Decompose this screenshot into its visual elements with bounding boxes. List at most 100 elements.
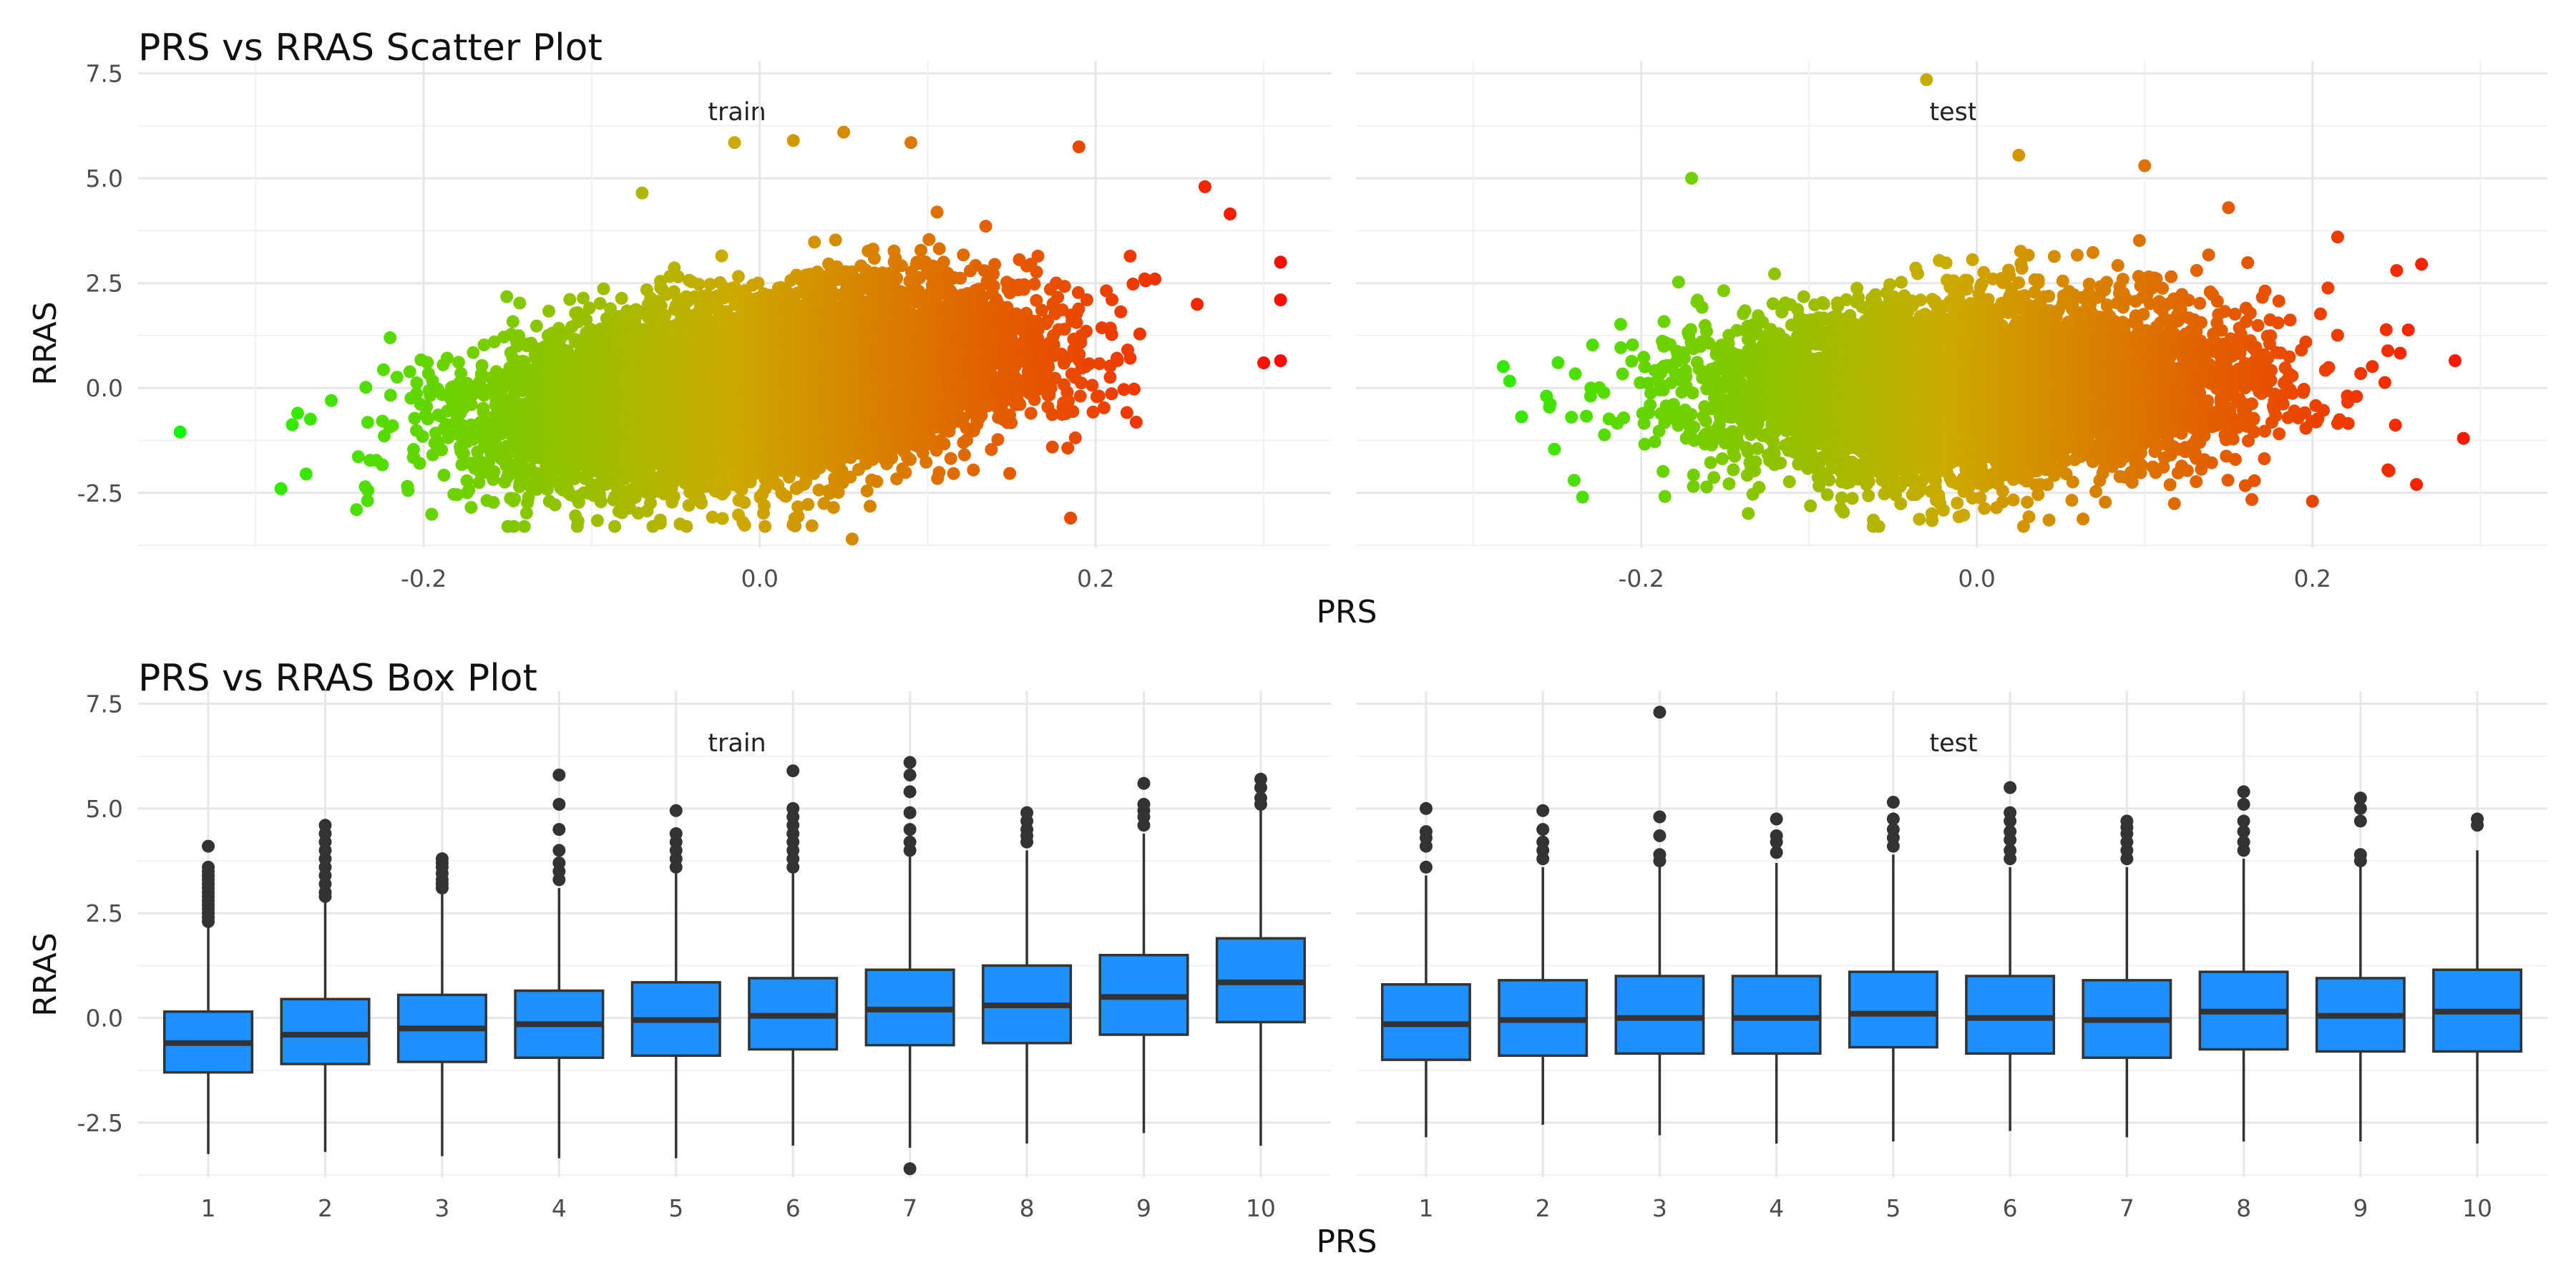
scatter-train-point	[303, 412, 317, 426]
scatter-train-point	[517, 519, 531, 533]
scatter-train-point	[597, 282, 610, 296]
scatter-train-point	[506, 315, 519, 328]
scatter-train-point	[477, 405, 490, 419]
scatter-train-point	[594, 495, 608, 509]
scatter-train-point	[577, 291, 590, 305]
scatter-plot-title: PRS vs RRAS Scatter Plot	[138, 26, 602, 69]
scatter-train-point	[542, 304, 555, 318]
scatter-train-point	[173, 425, 187, 439]
scatter-train-point	[517, 471, 530, 484]
scatter-train-point	[487, 335, 501, 348]
scatter-train-point	[731, 270, 745, 283]
scatter-y-axis-label: RRAS	[27, 301, 64, 385]
scatter-train-point	[420, 400, 434, 414]
scatter-train-point	[513, 296, 527, 310]
box-facet-label-train: train	[708, 729, 766, 758]
scatter-train-point	[487, 496, 500, 509]
scatter-train-point	[390, 371, 404, 384]
scatter-train-point	[421, 356, 434, 369]
scatter-train-point	[671, 270, 685, 283]
scatter-train-point	[530, 319, 543, 333]
scatter-train-point	[604, 302, 618, 316]
scatter-train-x-tick-label: 0.2	[1077, 565, 1114, 592]
scatter-train-point	[715, 249, 728, 263]
scatter-train-x-tick-label: 0.0	[741, 565, 778, 592]
scatter-train-point	[462, 484, 476, 497]
scatter-train-point	[477, 338, 491, 351]
scatter-train-point	[410, 387, 423, 401]
scatter-train-point	[615, 291, 628, 305]
scatter-train-point	[384, 389, 397, 402]
scatter-train-point	[403, 365, 416, 379]
scatter-train-point	[738, 519, 751, 532]
scatter-train-point	[410, 376, 424, 389]
scatter-train-point	[728, 136, 741, 150]
scatter-y-tick-label: 7.5	[86, 60, 123, 88]
scatter-panel-train: -2.5 0.0 2.5 5.0 7.5 -0.2 0.0 0.2	[77, 60, 1331, 592]
scatter-train-point	[274, 482, 288, 495]
scatter-train-point	[487, 465, 501, 479]
scatter-train-point	[500, 290, 514, 303]
scatter-train-point	[361, 484, 375, 497]
scatter-x-axis-label: PRS	[1316, 594, 1377, 630]
box-facet-label-test: test	[1929, 729, 1977, 758]
box-y-axis-label: RRAS	[27, 932, 64, 1016]
scatter-train-x-tick-label: -0.2	[401, 565, 447, 592]
scatter-train-point	[522, 490, 535, 504]
scatter-train-point	[435, 443, 449, 457]
scatter-train-point	[571, 514, 585, 528]
scatter-train-point	[758, 519, 772, 533]
scatter-train-point	[416, 429, 429, 443]
scatter-train-point	[359, 381, 373, 394]
scatter-train-point	[580, 313, 593, 326]
scatter-train-point	[644, 497, 657, 510]
scatter-train-point	[738, 496, 751, 509]
scatter-train-point	[361, 416, 374, 429]
scatter-train-point	[563, 293, 577, 306]
scatter-train-point	[299, 467, 313, 481]
scatter-train-point	[519, 507, 533, 519]
scatter-train-point	[695, 497, 708, 510]
scatter-train-point	[421, 412, 434, 426]
scatter-train-point	[608, 519, 622, 533]
box-x-axis-label: PRS	[1316, 1224, 1377, 1260]
scatter-train-point	[467, 346, 480, 359]
scatter-train-point	[437, 469, 451, 482]
scatter-train-point	[291, 406, 304, 420]
scatter-train-point	[475, 358, 489, 372]
scatter-train-point	[286, 418, 299, 431]
scatter-train-point	[454, 366, 468, 380]
scatter-train-point	[464, 398, 478, 411]
scatter-y-tick-label: 2.5	[86, 270, 123, 298]
scatter-facet-label-test: test	[1929, 98, 1977, 127]
scatter-train-point	[452, 356, 465, 369]
scatter-train-point	[512, 329, 525, 343]
scatter-train-point	[425, 507, 439, 521]
scatter-train-point	[361, 494, 374, 507]
scatter-train-point	[692, 278, 706, 291]
scatter-y-tick-label: -2.5	[77, 479, 123, 507]
scatter-train-point	[635, 186, 649, 200]
scatter-train-point	[413, 457, 426, 470]
scatter-train-point	[457, 447, 470, 460]
scatter-train-point	[384, 331, 397, 344]
scatter-train-point	[653, 517, 667, 530]
scatter-train-point	[351, 450, 365, 464]
scatter-y-tick-label: 5.0	[86, 165, 123, 192]
scatter-train-point	[548, 498, 562, 512]
scatter-train-point	[401, 484, 415, 497]
scatter-train-point	[350, 503, 364, 517]
scatter-train-point	[680, 519, 693, 533]
scatter-train-point	[593, 297, 607, 311]
scatter-train-point	[464, 501, 478, 514]
scatter-y-tick-label: 0.0	[86, 374, 123, 402]
scatter-train-point	[376, 363, 390, 376]
scatter-train-point	[590, 514, 604, 527]
scatter-train-point	[758, 499, 771, 512]
scatter-train-point	[667, 490, 680, 503]
scatter-facet-label-train: train	[708, 98, 766, 127]
scatter-train-point	[507, 519, 520, 533]
scatter-train-point	[440, 351, 454, 365]
scatter-train-point	[450, 488, 464, 502]
